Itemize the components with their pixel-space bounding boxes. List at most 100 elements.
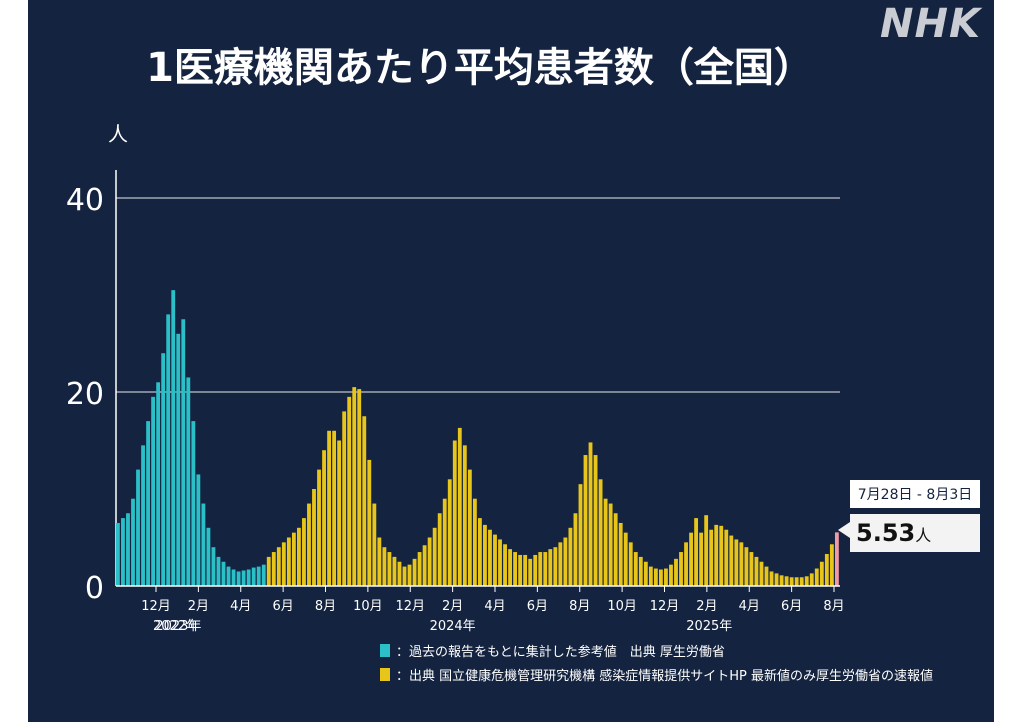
bar	[307, 503, 311, 586]
bar	[503, 544, 507, 586]
bar	[483, 524, 487, 586]
bar	[281, 542, 286, 586]
bar	[789, 577, 794, 586]
bar	[659, 569, 663, 586]
bar	[372, 503, 377, 586]
bar	[719, 525, 724, 586]
bar	[357, 389, 362, 586]
bar	[749, 552, 754, 586]
bar	[478, 518, 482, 586]
bar	[588, 442, 593, 586]
bar	[191, 421, 196, 586]
bar	[241, 570, 246, 586]
latest-value-unit: 人	[915, 526, 932, 545]
bar	[704, 515, 709, 586]
bar	[156, 382, 161, 586]
bar	[538, 552, 543, 586]
bar	[146, 421, 150, 586]
legend-swatch-yellow	[380, 667, 390, 681]
bar	[392, 556, 397, 586]
bar	[332, 430, 337, 586]
latest-value: 5.53	[856, 519, 916, 547]
bar	[548, 549, 553, 586]
bar	[407, 564, 412, 586]
bar	[151, 396, 156, 586]
bar	[367, 459, 372, 586]
bar	[664, 568, 668, 586]
x-tick-label: 12月	[141, 599, 171, 614]
x-year-label: 2025年	[686, 619, 732, 634]
bar	[739, 542, 744, 586]
bar	[628, 542, 633, 586]
bar	[553, 547, 558, 586]
bar	[121, 518, 125, 586]
bar	[734, 539, 739, 586]
x-tick-label: 2月	[442, 599, 463, 614]
bar	[206, 527, 211, 586]
bar	[397, 561, 402, 586]
bar	[231, 569, 236, 586]
bar	[467, 469, 472, 586]
bar	[779, 575, 784, 586]
bar	[764, 566, 769, 586]
bar	[442, 498, 447, 586]
bar	[116, 522, 120, 586]
bar	[598, 479, 603, 586]
bar	[221, 561, 226, 586]
bar	[166, 314, 171, 586]
bar	[714, 524, 719, 586]
bar	[226, 566, 231, 586]
x-tick-label: 4月	[484, 599, 505, 614]
bar	[508, 549, 512, 586]
legend-label: ：出典 国立健康危機管理研究機構 感染症情報提供サイトHP 最新値のみ厚生労働省…	[396, 668, 934, 684]
bar	[513, 552, 518, 586]
bar	[633, 552, 638, 586]
x-tick-label: 6月	[527, 599, 548, 614]
bar	[271, 552, 276, 586]
bar	[276, 547, 281, 586]
bar	[618, 522, 623, 586]
bar	[256, 566, 261, 586]
bar	[583, 455, 588, 586]
bar	[317, 469, 321, 586]
bar	[638, 556, 643, 586]
bar	[377, 537, 382, 586]
bar	[291, 532, 296, 586]
bar	[171, 290, 176, 586]
bar	[186, 377, 191, 586]
x-year-label: 2023年	[155, 619, 201, 634]
nhk-logo: NHK	[880, 1, 981, 47]
bar	[387, 552, 392, 586]
bar	[452, 440, 457, 586]
bar	[493, 534, 497, 586]
bar	[563, 537, 568, 586]
bar	[724, 529, 729, 586]
x-tick-label: 8月	[315, 599, 336, 614]
x-tick-label: 10月	[353, 599, 383, 614]
x-year-label: 2024年	[430, 619, 476, 634]
bar	[201, 503, 206, 586]
bar	[799, 577, 804, 586]
bar	[814, 568, 819, 586]
bar	[533, 554, 538, 586]
bar	[211, 547, 216, 586]
bar	[794, 577, 799, 586]
bar	[422, 545, 427, 586]
bar	[694, 518, 699, 586]
bar	[653, 568, 658, 586]
x-tick-label: 2月	[696, 599, 717, 614]
chart-title: 1医療機関あたり平均患者数（全国）	[146, 45, 814, 91]
bar	[829, 544, 834, 586]
bar	[809, 573, 814, 586]
bar	[131, 498, 135, 586]
bar	[447, 479, 452, 586]
y-axis-unit-label: 人	[108, 122, 128, 146]
bar	[528, 558, 533, 586]
bar	[804, 576, 809, 586]
bar	[362, 416, 367, 586]
bar	[769, 571, 774, 586]
bar	[679, 552, 683, 586]
bar	[181, 319, 186, 586]
bar	[648, 566, 653, 586]
bar	[643, 561, 648, 586]
